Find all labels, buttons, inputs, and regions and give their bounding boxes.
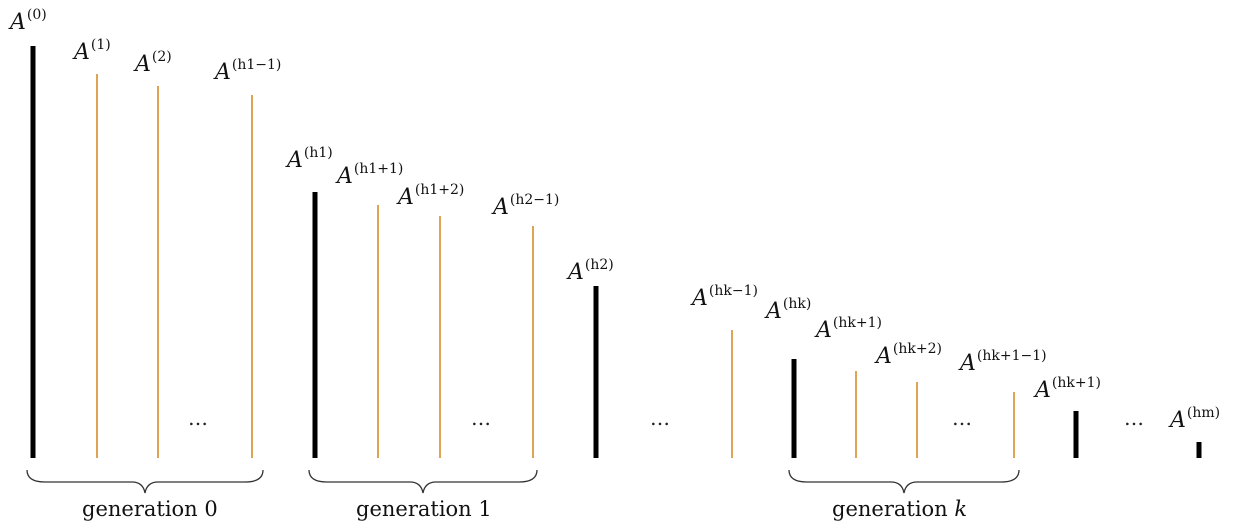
ellipsis-gen0: …	[188, 406, 210, 430]
brace-generation-k	[788, 469, 1020, 494]
label-ah1p1: A(h1+1)	[337, 161, 404, 189]
label-ahk: A(hk)	[766, 296, 812, 324]
label-a2: A(2)	[135, 49, 172, 77]
brace-generation-0	[26, 469, 264, 494]
label-ah1: A(h1)	[287, 145, 333, 173]
ellipsis-genk: …	[952, 406, 974, 430]
label-a0: A(0)	[10, 7, 47, 35]
label-ah2m: A(h2−1)	[493, 192, 560, 220]
label-ahkp2: A(hk+2)	[876, 341, 942, 369]
brace-generation-1	[308, 469, 538, 494]
label-ahm: A(hm)	[1170, 405, 1221, 433]
caption-generation-k: generation k	[832, 497, 968, 521]
label-ah2: A(h2)	[568, 257, 614, 285]
label-ahk1: A(hk+1)	[1035, 375, 1101, 403]
label-ah1p2: A(h1+2)	[398, 182, 465, 210]
caption-generation-1: generation 1	[356, 497, 492, 521]
label-ahkp1: A(hk+1)	[816, 315, 882, 343]
generation-k-var: k	[954, 497, 968, 521]
label-ahk1m: A(hk+1−1)	[960, 348, 1047, 376]
caption-generation-0: generation 0	[82, 497, 218, 521]
ellipsis-mid: …	[650, 406, 672, 430]
ellipsis-end: …	[1124, 406, 1146, 430]
ellipsis-gen1: …	[471, 406, 493, 430]
label-ah1m: A(h1−1)	[215, 57, 282, 85]
label-a1: A(1)	[74, 37, 111, 65]
label-ahkm: A(hk−1)	[692, 283, 758, 311]
